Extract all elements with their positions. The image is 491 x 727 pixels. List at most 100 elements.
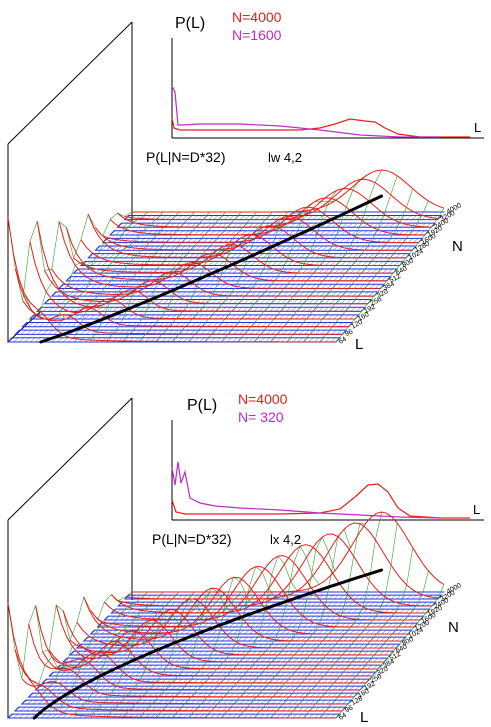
floor-hatch — [276, 329, 283, 335]
n-tick-label: 256 — [369, 296, 383, 308]
floor-hatch — [288, 699, 294, 705]
floor-hatch — [33, 692, 40, 698]
floor-hatch — [42, 329, 49, 335]
floor-hatch — [371, 268, 378, 274]
distribution-curve — [62, 610, 384, 663]
floor-hatch — [146, 253, 153, 259]
floor-hatch — [71, 276, 78, 282]
floor-hatch — [314, 291, 321, 297]
floor-hatch — [381, 276, 387, 282]
floor-hatch — [283, 615, 289, 621]
panel-bottom: P(L) L N=4000 N= 320 P(L|N=D*32) lx 4,2 … — [6, 391, 484, 726]
floor-hatch — [32, 699, 39, 705]
floor-hatch — [362, 261, 368, 266]
floor-hatch — [309, 615, 315, 621]
floor-hatch — [372, 261, 379, 266]
floor-hatch — [107, 284, 113, 289]
surface-cross-line — [138, 211, 258, 342]
floor-hatch — [172, 307, 178, 312]
floor-hatch — [101, 650, 108, 656]
floor-hatch — [189, 276, 195, 282]
floor-hatch — [286, 664, 292, 670]
floor-hatch — [294, 643, 301, 649]
floor-hatch — [329, 299, 336, 304]
floor-hatch — [343, 636, 349, 642]
surface-cross-line — [237, 187, 351, 342]
floor-hatch — [195, 268, 202, 274]
floor-hatch — [155, 284, 161, 289]
floor-hatch — [292, 337, 298, 343]
floor-hatch — [77, 692, 83, 698]
floor-hatch — [363, 253, 369, 259]
floor-hatch — [351, 615, 357, 621]
floor-hatch — [290, 245, 297, 251]
floor-hatch — [372, 664, 378, 670]
floor-hatch — [392, 622, 398, 628]
floor-hatch — [46, 713, 52, 719]
floor-hatch — [82, 692, 89, 698]
floor-hatch — [108, 671, 114, 677]
n-tick-label: 320 — [376, 666, 390, 678]
floor-hatch — [162, 299, 169, 304]
panel-top: P(L) L N=4000 N=1600 P(L|N=D*32) lw 4,2 … — [6, 9, 484, 353]
floor-hatch — [266, 622, 272, 628]
floor-hatch — [107, 706, 113, 712]
floor-hatch — [380, 636, 386, 642]
floor-hatch — [437, 594, 443, 600]
floor-hatch — [65, 699, 71, 705]
floor-hatch — [339, 238, 345, 243]
distribution-curve — [87, 214, 406, 259]
floor-hatch — [283, 692, 289, 698]
floor-hatch — [270, 215, 277, 220]
floor-hatch — [134, 307, 140, 312]
floor-hatch — [59, 671, 66, 677]
floor-hatch — [260, 622, 267, 628]
floor-hatch — [370, 629, 376, 635]
floor-hatch — [334, 664, 341, 670]
floor-hatch — [91, 329, 98, 335]
floor-hatch — [373, 222, 379, 228]
floor-hatch — [277, 230, 284, 236]
floor-hatch — [355, 268, 362, 274]
distribution-curve — [44, 270, 368, 305]
floor-hatch — [321, 284, 327, 289]
floor-hatch — [348, 692, 354, 698]
floor-hatch — [348, 215, 355, 220]
floor-hatch — [318, 664, 325, 670]
floor-hatch — [377, 615, 383, 621]
floor-hatch — [411, 594, 417, 600]
floor-hatch — [243, 629, 250, 635]
floor-hatch — [383, 615, 389, 621]
floor-hatch — [391, 636, 397, 642]
floor-hatch — [426, 601, 432, 607]
floor-hatch — [251, 615, 257, 621]
floor-hatch — [338, 594, 345, 600]
floor-hatch — [151, 643, 157, 649]
inset-curve-n1600 — [171, 85, 440, 138]
floor-hatch — [374, 284, 381, 289]
floor-hatch — [314, 657, 320, 663]
floor-hatch — [336, 650, 342, 656]
floor-hatch — [99, 636, 106, 642]
floor-hatch — [330, 337, 336, 343]
floor-hatch — [114, 699, 120, 705]
floor-hatch — [239, 594, 246, 600]
floor-hatch — [292, 664, 298, 670]
floor-hatch — [180, 291, 187, 297]
floor-hatch — [380, 594, 386, 600]
floor-hatch — [359, 636, 365, 642]
floor-hatch — [147, 664, 153, 670]
floor-hatch — [132, 685, 139, 691]
floor-hatch — [192, 650, 198, 656]
floor-hatch — [268, 608, 274, 614]
floor-hatch — [314, 329, 321, 335]
floor-hatch — [168, 299, 174, 304]
floor-hatch — [279, 608, 285, 614]
floor-hatch — [89, 685, 95, 691]
floor-hatch — [129, 671, 136, 677]
floor-hatch — [284, 222, 291, 228]
floor-hatch — [415, 608, 421, 614]
floor-hatch — [240, 261, 246, 266]
floor-hatch — [103, 253, 110, 259]
floor-hatch — [47, 329, 54, 335]
